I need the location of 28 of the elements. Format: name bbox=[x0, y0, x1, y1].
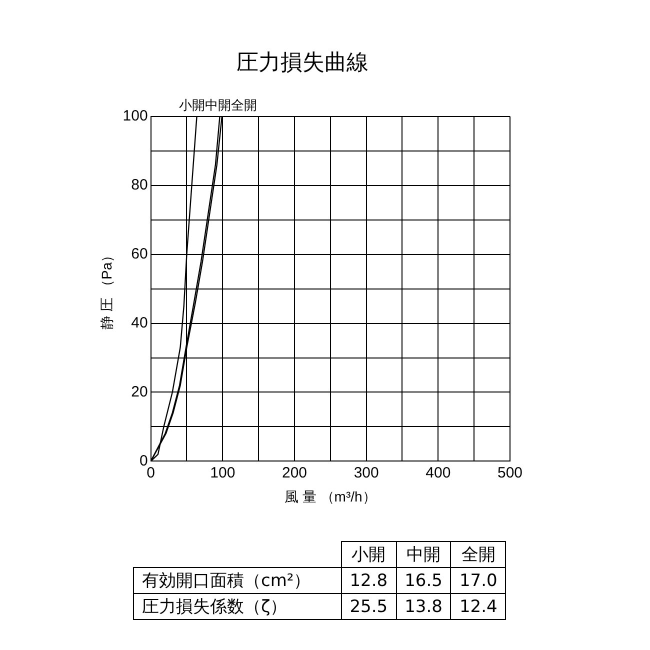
text: 圧力損失係数（ζ） bbox=[134, 594, 342, 620]
x-tick-label: 500 bbox=[497, 464, 523, 482]
series-label: 全開 bbox=[230, 98, 257, 114]
text: 12.8 bbox=[341, 568, 396, 594]
text: 中開 bbox=[396, 542, 451, 568]
x-tick-label: 400 bbox=[426, 464, 451, 482]
y-axis-title: 静 圧 （Pa） bbox=[98, 248, 114, 330]
x-axis-title: 風 量 （m³/h） bbox=[284, 488, 376, 504]
y-tick-label: 100 bbox=[122, 108, 148, 125]
x-tick-label: 300 bbox=[354, 464, 379, 482]
text: 小開 bbox=[341, 542, 396, 568]
y-tick-label: 40 bbox=[131, 314, 148, 332]
series-label: 中開 bbox=[204, 98, 231, 114]
chart-title: 圧力損失曲線 bbox=[236, 49, 368, 74]
x-tick-label: 100 bbox=[210, 464, 236, 482]
y-tick-label: 80 bbox=[131, 176, 148, 194]
text: 有効開口面積（cm²） bbox=[134, 568, 342, 594]
text: 17.0 bbox=[450, 568, 506, 594]
text: 16.5 bbox=[396, 568, 451, 594]
y-tick-label: 20 bbox=[131, 383, 148, 400]
text: 13.8 bbox=[396, 594, 451, 620]
x-tick-label: 200 bbox=[282, 464, 308, 482]
text: 12.4 bbox=[450, 594, 506, 620]
y-tick-label: 60 bbox=[131, 245, 148, 262]
text: 25.5 bbox=[341, 594, 396, 620]
series-label: 小開 bbox=[178, 98, 205, 114]
text: 全開 bbox=[450, 542, 506, 568]
y-tick-label: 0 bbox=[139, 452, 148, 470]
